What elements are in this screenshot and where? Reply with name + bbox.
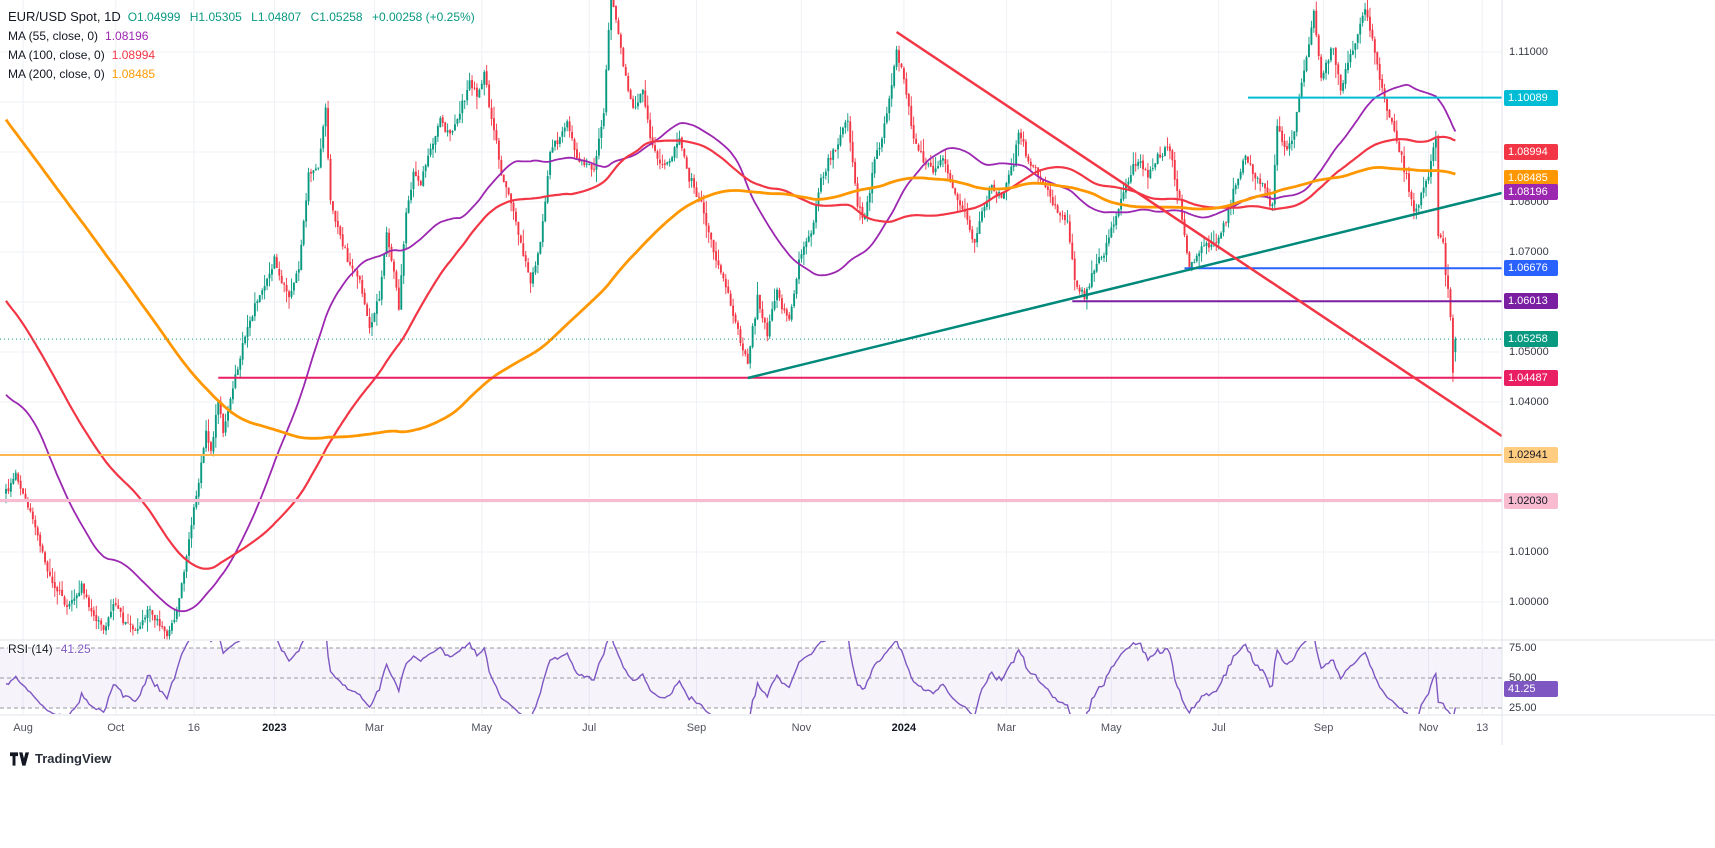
- ma-200-label: MA (200, close, 0): [8, 66, 105, 81]
- price-tick-label: 1.07000: [1509, 246, 1549, 258]
- price-label-badge: 1.05258: [1504, 331, 1558, 348]
- low-value: L1.04807: [251, 9, 302, 24]
- ma-200-line[interactable]: [4, 118, 1456, 440]
- ma-200-legend-row[interactable]: MA (200, close, 0) 1.08485: [8, 64, 481, 83]
- candlestick-series: [5, 0, 1457, 640]
- down-candle-bodies: [7, 0, 1454, 637]
- time-tick-label: 2024: [891, 722, 917, 734]
- time-tick-label: May: [471, 722, 493, 734]
- price-label-badge: 1.06013: [1504, 293, 1558, 310]
- ma-55-label: MA (55, close, 0): [8, 28, 99, 43]
- time-tick-label: 2023: [262, 722, 287, 734]
- ma-100-value: 1.08994: [111, 47, 156, 62]
- time-tick-label: May: [1100, 722, 1122, 734]
- price-tick-label: 1.11000: [1509, 46, 1548, 58]
- tradingview-logo[interactable]: TradingView: [10, 751, 111, 766]
- ma-55-legend-row[interactable]: MA (55, close, 0) 1.08196: [8, 26, 481, 45]
- time-tick-label: Nov: [1418, 722, 1439, 734]
- symbol-legend-row[interactable]: EUR/USD Spot, 1D O1.04999 H1.05305 L1.04…: [8, 7, 481, 26]
- time-tick-label: Jul: [1211, 722, 1226, 734]
- ma-100-legend-row[interactable]: MA (100, close, 0) 1.08994: [8, 45, 481, 64]
- time-tick-label: Sep: [686, 722, 707, 734]
- time-tick-label: Aug: [13, 722, 33, 734]
- time-tick-label: Jul: [582, 722, 597, 734]
- price-label-badge: 1.08196: [1504, 184, 1558, 201]
- rsi-value: 41.25: [60, 642, 91, 656]
- rsi-indicator: [5, 627, 1457, 730]
- time-tick-label: 16: [187, 722, 201, 734]
- rsi-pane-decorations: [0, 647, 1502, 709]
- drawing-tools: [0, 30, 1502, 502]
- close-value: C1.05258: [310, 9, 363, 24]
- tradingview-logo-icon: [10, 751, 29, 766]
- rsi-value-badge: 41.25: [1504, 680, 1558, 697]
- legend-panel: EUR/USD Spot, 1D O1.04999 H1.05305 L1.04…: [8, 7, 481, 83]
- change-value: +0.00258 (+0.25%): [371, 9, 475, 24]
- price-label-badge: 1.06676: [1504, 260, 1558, 277]
- ma-55-value: 1.08196: [105, 28, 149, 43]
- moving-average-lines: [4, 83, 1457, 613]
- up-candle-bodies: [5, 0, 1457, 637]
- rsi-legend-row[interactable]: RSI (14) 41.25: [8, 642, 91, 656]
- price-label-badge: 1.04487: [1504, 369, 1558, 386]
- trend-line-1[interactable]: [747, 191, 1502, 380]
- time-tick-label: Nov: [791, 722, 812, 734]
- ma-100-label: MA (100, close, 0): [8, 47, 105, 62]
- price-tick-label: 1.05000: [1509, 346, 1549, 358]
- rsi-line[interactable]: [5, 627, 1457, 730]
- trend-line-2[interactable]: [895, 30, 1502, 438]
- ohlc-values: O1.04999 H1.05305 L1.04807 C1.05258 +0.0…: [128, 10, 481, 24]
- price-label-badge: 1.02941: [1504, 446, 1558, 463]
- rsi-tick-label: 75.00: [1509, 642, 1537, 654]
- symbol-title: EUR/USD Spot, 1D: [8, 9, 121, 24]
- price-label-badge: 1.02030: [1504, 492, 1558, 509]
- down-candle-wicks: [7, 0, 1454, 640]
- time-tick-label: Oct: [107, 722, 125, 734]
- rsi-tick-label: 25.00: [1509, 702, 1537, 714]
- time-tick-label: Sep: [1313, 722, 1334, 734]
- price-tick-label: 1.04000: [1509, 396, 1549, 408]
- price-tick-label: 1.01000: [1509, 546, 1549, 558]
- ma-200-value: 1.08485: [111, 66, 156, 81]
- grid: [0, 0, 1502, 715]
- price-label-badge: 1.08485: [1504, 169, 1558, 186]
- time-tick-label: Mar: [364, 722, 384, 734]
- time-tick-label: 13: [1476, 722, 1489, 734]
- high-value: H1.05305: [189, 9, 242, 24]
- open-value: O1.04999: [127, 9, 181, 24]
- pane-separators: [0, 0, 1715, 745]
- tradingview-logo-text: TradingView: [35, 751, 112, 766]
- price-tick-label: 1.00000: [1509, 596, 1549, 608]
- price-label-badge: 1.08994: [1504, 144, 1558, 161]
- time-tick-label: Mar: [996, 722, 1016, 734]
- ma-55-line[interactable]: [5, 83, 1457, 613]
- time-axis[interactable]: Aug Oct 16 2023 Mar May Jul Sep Nov 2024 Mar May Jul…: [0, 715, 1510, 745]
- price-label-badge: 1.10089: [1504, 89, 1558, 106]
- up-candle-wicks: [5, 0, 1456, 640]
- rsi-label: RSI (14): [8, 642, 53, 656]
- price-axis[interactable]: 1.000001.010001.020001.030001.040001.050…: [1502, 0, 1715, 745]
